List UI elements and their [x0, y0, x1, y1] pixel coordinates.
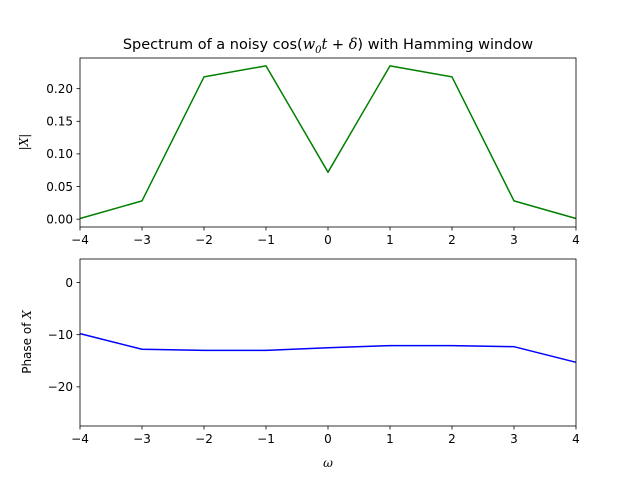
x-tick-label: −3 — [133, 432, 151, 446]
y-tick-label: −20 — [48, 380, 73, 394]
title-subscript: 0 — [315, 45, 322, 56]
x-tick-label: −4 — [71, 432, 89, 446]
x-tick-label: −3 — [133, 233, 151, 247]
y-tick-label: 0.00 — [46, 212, 73, 226]
chart-title: Spectrum of a noisy cos(w0t + δ) with Ha… — [123, 37, 533, 56]
title-delta: δ — [349, 37, 358, 53]
x-tick-label: 1 — [386, 233, 394, 247]
x-tick-label: −1 — [257, 233, 275, 247]
x-axis-label: ω — [323, 456, 333, 470]
x-tick-label: 4 — [572, 432, 580, 446]
y-axis-label-text: |X| — [17, 134, 31, 151]
y-axis-label: |X| — [17, 134, 31, 151]
title-plus: + — [327, 37, 348, 53]
y-axis-label-text: Phase of — [20, 319, 34, 374]
y-tick-label: 0 — [65, 276, 73, 290]
x-tick-label: 1 — [386, 432, 394, 446]
y-axis-label-symbol: X — [20, 310, 34, 320]
x-tick-label: −2 — [195, 432, 213, 446]
y-axis-label: Phase of X — [20, 310, 34, 374]
x-tick-label: 2 — [448, 233, 456, 247]
x-tick-label: 3 — [510, 432, 518, 446]
x-tick-label: 2 — [448, 432, 456, 446]
x-tick-label: 0 — [324, 432, 332, 446]
magnitude-chart: Spectrum of a noisy cos(w0t + δ) with Ha… — [17, 37, 580, 247]
y-tick-label: 0.15 — [46, 115, 73, 129]
x-tick-label: −1 — [257, 432, 275, 446]
y-tick-label: 0.10 — [46, 147, 73, 161]
y-tick-label: −10 — [48, 328, 73, 342]
x-tick-label: −4 — [71, 233, 89, 247]
x-tick-label: 4 — [572, 233, 580, 247]
y-tick-label: 0.20 — [46, 82, 73, 96]
title-text-1: Spectrum of a noisy cos( — [123, 37, 303, 53]
x-tick-label: −2 — [195, 233, 213, 247]
x-tick-label: 3 — [510, 233, 518, 247]
phase-plot-area: −4 −3 −2 −1 0 1 2 3 40−10−20 — [48, 258, 580, 446]
x-tick-label: 0 — [324, 233, 332, 247]
phase-chart: Phase of X ω −4 −3 −2 −1 0 1 2 3 40−10−20 — [20, 258, 580, 470]
title-t: t — [321, 37, 327, 53]
magnitude-plot-area: −4 −3 −2 −1 0 1 2 3 4 0.00 0.05 0.10 0.15 0.20 — [46, 57, 580, 247]
title-text-2: ) with Hamming window — [357, 37, 533, 53]
y-tick-label: 0.05 — [46, 180, 73, 194]
title-omega: w — [303, 37, 316, 53]
